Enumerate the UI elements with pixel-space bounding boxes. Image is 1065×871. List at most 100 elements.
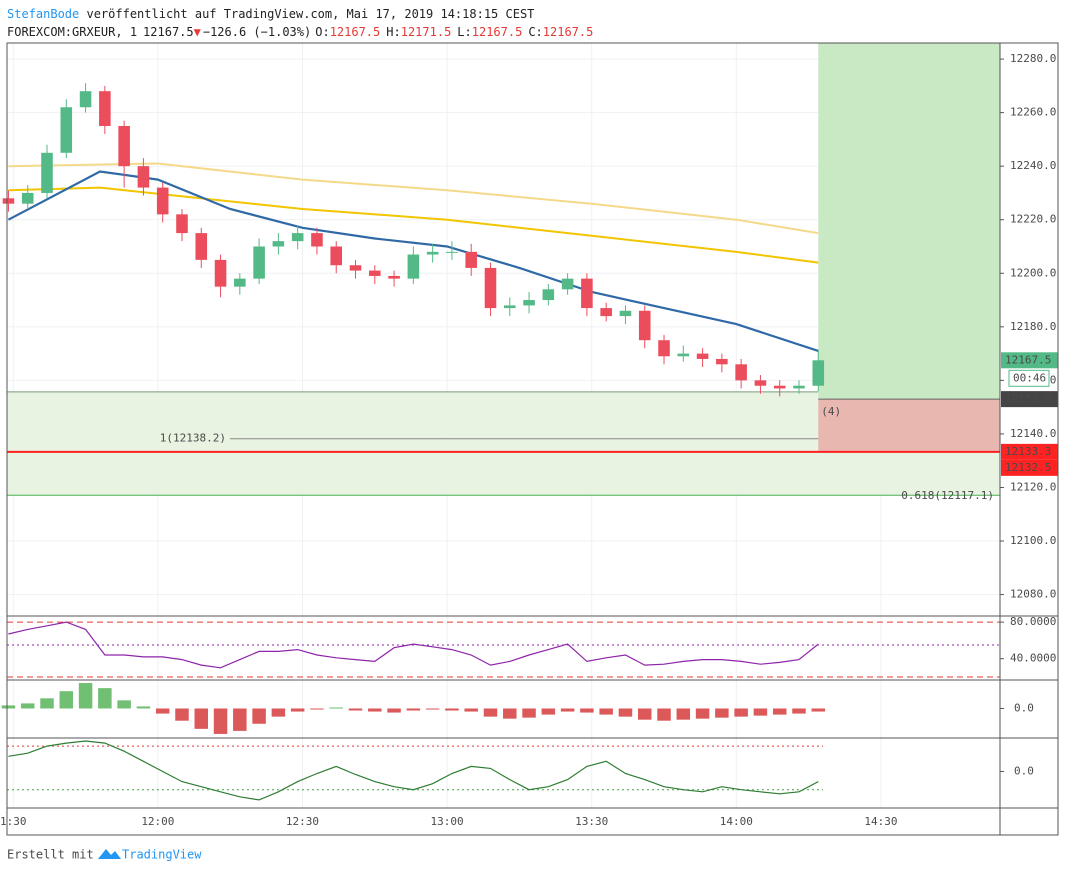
histogram-bar	[20, 703, 35, 709]
x-tick-label: 12:00	[141, 815, 174, 828]
y-tick-label: 12180.0	[1010, 320, 1056, 333]
histogram-bar	[59, 691, 74, 709]
candle-body	[195, 233, 208, 260]
ohlc-label: O:	[315, 25, 329, 39]
candle-body	[253, 246, 265, 279]
candle-body	[696, 353, 709, 359]
histogram-bar	[310, 708, 324, 710]
indicator-line	[8, 740, 819, 801]
price-tag-label: 12132.5	[1005, 461, 1051, 474]
y-tick-label: 12280.0	[1010, 52, 1056, 65]
histogram-bar	[406, 708, 421, 711]
candle-body	[311, 233, 323, 247]
histogram-bar	[98, 688, 112, 709]
candle-body	[330, 246, 343, 266]
candle-body	[388, 275, 400, 279]
histogram-bar	[445, 708, 459, 711]
histogram-bar	[541, 708, 556, 715]
candle-body	[677, 353, 690, 357]
candle-body	[658, 340, 670, 357]
price-tag	[1001, 352, 1058, 369]
candle-body	[291, 233, 304, 242]
candle-body	[79, 91, 92, 108]
y-tick-label: 80.0000	[1010, 615, 1056, 628]
stop-zone	[818, 399, 1000, 452]
histogram-bar	[599, 708, 613, 715]
y-tick-label: 12200.0	[1010, 266, 1056, 279]
y-tick-label: 12100.0	[1010, 534, 1056, 547]
x-tick-label: 1:30	[0, 815, 27, 828]
histogram-bar	[715, 708, 729, 718]
target-zone	[818, 43, 1000, 400]
x-tick-label: 12:30	[286, 815, 319, 828]
footer-text: Erstellt mit	[7, 848, 94, 862]
y-tick-label: 12080.0	[1010, 588, 1056, 601]
chart-frame	[6, 42, 1059, 836]
price-tag	[1001, 459, 1058, 476]
ohlc-value: 12167.5	[330, 25, 381, 39]
x-tick-label: 14:00	[720, 815, 753, 828]
y-tick-label: 12220.0	[1010, 213, 1056, 226]
price-tag-label: 12133.3	[1005, 445, 1051, 458]
candle-body	[812, 360, 825, 386]
y-tick-label: 12140.0	[1010, 427, 1056, 440]
y-tick-label: 12240.0	[1010, 159, 1056, 172]
candle-body	[60, 107, 73, 153]
candle-body	[484, 267, 497, 309]
histogram-bar	[503, 708, 517, 719]
author: StefanBode	[7, 7, 79, 21]
histogram-bar	[348, 708, 363, 711]
candle-body	[2, 198, 15, 204]
symbol: FOREXCOM:GRXEUR, 1	[7, 25, 137, 39]
histogram-bar	[290, 708, 305, 712]
histogram-bar	[483, 708, 498, 717]
candle-body	[41, 152, 53, 193]
footer-brand: TradingView	[122, 848, 202, 862]
histogram-bar	[560, 708, 575, 712]
candle-body	[523, 300, 535, 306]
last-price: 12167.5	[143, 25, 194, 39]
x-tick-label: 13:00	[431, 815, 464, 828]
histogram-bar	[425, 708, 440, 710]
candle-body	[214, 259, 227, 287]
histogram-bar	[78, 683, 93, 709]
candle-body	[600, 308, 612, 317]
candle-body	[349, 265, 362, 271]
candle-body	[793, 385, 805, 389]
histogram-bar	[580, 708, 594, 713]
change: −126.6 (−1.03%)	[203, 25, 311, 39]
moving-average	[8, 186, 819, 264]
histogram-bar	[618, 708, 633, 717]
candle-body	[735, 364, 747, 381]
candle-body	[716, 358, 728, 365]
histogram-bar	[676, 708, 691, 720]
candle-body	[176, 214, 188, 234]
ohlc-label: C:	[528, 25, 542, 39]
y-tick-label: 12260.0	[1010, 106, 1056, 119]
histogram-bar	[811, 708, 826, 712]
moving-average	[8, 162, 819, 235]
histogram-bar	[175, 708, 189, 721]
header-line: FOREXCOM:GRXEUR, 1 12167.5▼ −126.6 (−1.03%…	[7, 25, 593, 39]
y-tick-label: 0.0	[1014, 764, 1034, 777]
histogram-bar	[734, 708, 748, 717]
ohlc-label: H:	[386, 25, 400, 39]
indicator-line	[8, 621, 819, 669]
histogram-bar	[1, 705, 16, 709]
histogram-bar	[117, 700, 131, 709]
price-tag	[1001, 443, 1058, 460]
candle-body	[773, 385, 786, 389]
histogram-bar	[637, 708, 652, 720]
change-arrow: ▼	[194, 25, 202, 39]
candle-body	[542, 289, 555, 301]
candle-body	[99, 91, 111, 127]
candle-body	[446, 251, 458, 253]
candle-body	[503, 305, 516, 309]
ohlc-label: L:	[457, 25, 471, 39]
candle-body	[21, 192, 34, 204]
histogram-bar	[233, 708, 247, 731]
candle-body	[234, 278, 246, 287]
candle-body	[581, 278, 593, 309]
price-tag-label: 12153.0	[1005, 392, 1051, 405]
